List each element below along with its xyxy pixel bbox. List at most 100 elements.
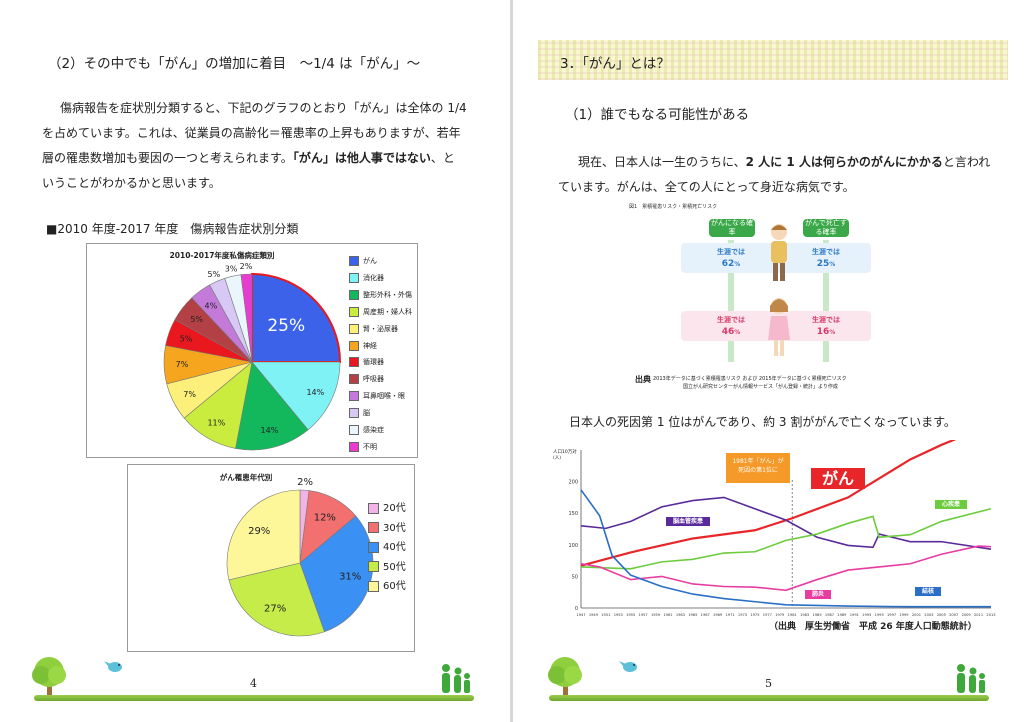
legend-item: 不明 <box>349 441 377 452</box>
legend-swatch <box>349 425 359 435</box>
tree-icon <box>548 657 582 697</box>
legend-label: 40代 <box>383 542 406 553</box>
legend-swatch <box>349 323 359 334</box>
male-mortality-value: 25 <box>816 259 830 269</box>
y-tick-label: 200 <box>568 480 578 486</box>
y-tick-label: 100 <box>568 543 578 549</box>
x-tick-label: 1995 <box>875 613 884 617</box>
legend-swatch <box>368 502 379 514</box>
right-para-line1-post: と言われ <box>942 155 991 169</box>
legend-swatch <box>368 541 379 553</box>
pie-label-10: 5% <box>208 270 221 279</box>
legend-swatch <box>349 340 359 351</box>
section-title: 3．「がん」とは？ <box>560 56 670 72</box>
right-para-line1: 現在、日本人は一生のうちに、2 人に 1 人は何らかのがんにかかると言われ <box>558 150 998 175</box>
series-line <box>580 545 992 592</box>
series-label: 脳血管疾患 <box>666 517 711 527</box>
pie-label-4: 27% <box>264 604 286 615</box>
legend-label: 腎・泌尿器 <box>363 324 398 333</box>
y-tick-label: 150 <box>568 511 578 517</box>
pie-label-2: 12% <box>314 512 336 523</box>
first-cause-callout: 1981年「がん」が 死因の第1位に <box>726 453 790 483</box>
y-tick-label: 0 <box>575 606 578 612</box>
legend-item: 耳鼻咽喉・眼 <box>349 391 405 402</box>
x-tick-label: 1987 <box>825 613 834 617</box>
male-mortality: 生涯では 25% <box>806 246 846 271</box>
legend-label: がん <box>363 257 377 265</box>
legend-item: 30代 <box>368 519 406 534</box>
x-tick-label: 1971 <box>726 613 735 617</box>
left-heading: （2）その中でも「がん」の増加に着目 ～1/4 は「がん」～ <box>48 56 421 72</box>
legend-label: 整形外科・外傷 <box>363 290 412 299</box>
x-tick-label: 1989 <box>837 613 847 617</box>
legend-label: 30代 <box>383 522 406 534</box>
legend-swatch <box>349 441 359 452</box>
right-para-line1-pre: 現在、日本人は一生のうちに、 <box>578 155 746 169</box>
page-number-right: 5 <box>765 677 772 690</box>
legend-swatch <box>349 408 359 419</box>
page-divider <box>510 0 513 722</box>
x-tick-label: 2011 <box>974 613 983 617</box>
x-tick-label: 1991 <box>850 613 859 617</box>
female-mortality-unit: % <box>829 329 836 336</box>
risk-source-line2: 国立がん研究センターがん情報サービス「がん登録・統計」より作成 <box>683 384 838 390</box>
grass-strip <box>34 695 474 701</box>
x-tick-label: 2003 <box>924 613 933 617</box>
pie-slice-5 <box>226 489 301 581</box>
pie-label-8: 5% <box>190 315 203 324</box>
x-tick-label: 2001 <box>912 613 921 617</box>
pie-label-2: 14% <box>306 388 324 397</box>
female-incidence: 生涯では 46% <box>711 314 751 339</box>
legend-swatch <box>368 561 379 572</box>
female-incidence-value: 46 <box>721 327 735 337</box>
chart-heading: ■2010 年度-2017 年度 傷病報告症状別分類 <box>46 222 299 236</box>
pie-label-11: 3% <box>225 264 238 273</box>
right-subheading: （1）誰でもなる可能性がある <box>565 107 750 123</box>
x-tick-label: 1963 <box>676 613 685 617</box>
x-tick-label: 2007 <box>949 613 958 617</box>
left-para-line1: 傷病報告を症状別分類すると、下記のグラフのとおり「がん」は全体の 1/4 <box>60 101 467 115</box>
legend-item: 周産期・婦人科 <box>349 306 412 317</box>
right-paragraph: 現在、日本人は一生のうちに、2 人に 1 人は何らかのがんにかかると言われ てい… <box>558 150 998 200</box>
family-icon <box>957 664 985 693</box>
x-tick-label: 1953 <box>614 613 623 617</box>
line-chart-source: （出典 厚生労働省 平成 26 年度人口動態統計） <box>769 622 977 632</box>
x-tick-label: 1999 <box>899 613 909 617</box>
tree-icon <box>32 657 66 697</box>
age-pie-title: がん罹患年代別 <box>219 473 273 482</box>
series-label: 結核 <box>915 587 942 597</box>
legend-item: 40代 <box>368 538 406 553</box>
bird-icon <box>619 661 637 672</box>
legend-item: 60代 <box>368 577 406 592</box>
legend-label: 脳 <box>363 409 370 418</box>
legend-label: 周産期・婦人科 <box>363 307 412 316</box>
male-incidence-label: 生涯では <box>717 248 745 256</box>
legend-swatch <box>368 522 379 533</box>
people-illustration <box>768 224 790 356</box>
legend-swatch <box>349 391 359 402</box>
legend-item: 消化器 <box>349 272 384 283</box>
legend-label: 60代 <box>383 581 406 592</box>
legend-swatch <box>349 256 359 266</box>
series-label: 肺炎 <box>805 590 832 600</box>
risk-col-right-bar <box>823 240 829 362</box>
legend-label: 不明 <box>363 442 377 451</box>
x-tick-label: 1967 <box>701 613 710 617</box>
illness-pie-title: 2010-2017年度私傷病症類別 <box>169 251 275 260</box>
legend-label: 耳鼻咽喉・眼 <box>363 392 405 401</box>
left-para-line3-pre: 層の罹患数増加も要因の一つと考えられます。 <box>42 151 293 165</box>
pie-label-3: 31% <box>339 572 361 583</box>
pie-slice-2 <box>251 361 341 431</box>
illness-pie-chart: 2010-2017年度私傷病症類別 25% 14% 14% 11% 7% 7% 5% 5% 4%… <box>86 243 418 458</box>
risk-source-label: 出典 <box>635 375 651 384</box>
legend-item: 腎・泌尿器 <box>349 323 398 334</box>
bird-icon <box>104 661 122 672</box>
male-incidence: 生涯では 62% <box>711 246 751 271</box>
x-tick-label: 1961 <box>663 613 672 617</box>
x-tick-label: 1985 <box>812 613 821 617</box>
x-tick-label: 1955 <box>626 613 635 617</box>
female-mortality-value: 16 <box>816 327 830 337</box>
x-tick-label: 1959 <box>651 613 661 617</box>
left-para-line2: を占めています。これは、従業員の高齢化＝罹患率の上昇もありますが、若年 <box>42 126 461 140</box>
legend-swatch <box>368 580 379 592</box>
